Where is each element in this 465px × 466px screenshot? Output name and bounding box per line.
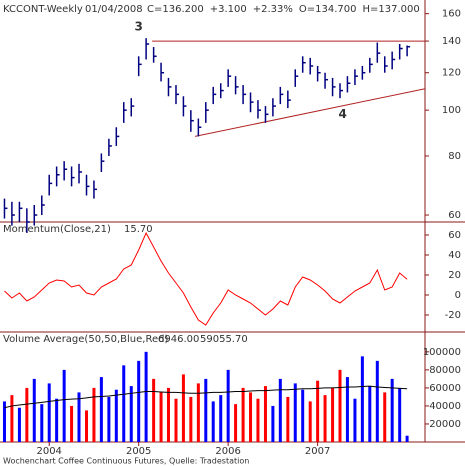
volume-bar <box>25 387 29 442</box>
volume-bar <box>353 398 357 442</box>
volume-bar <box>77 392 81 442</box>
volume-bar <box>144 351 148 442</box>
panel-title: Momentum(Close,21) <box>3 224 111 235</box>
header-stat: +3.100 <box>210 4 247 15</box>
volume-bar <box>166 387 170 442</box>
volume-bar <box>234 404 238 442</box>
header-stat: +2.33% <box>253 4 293 15</box>
volume-bar <box>256 398 260 442</box>
volume-bar <box>316 380 320 442</box>
volume-bar <box>47 383 51 442</box>
volume-bar <box>368 386 372 442</box>
x-tick-label: 2007 <box>305 446 330 457</box>
volume-bar <box>62 369 66 442</box>
volume-bar <box>345 377 349 442</box>
y-tick-label: 60 <box>448 210 461 221</box>
x-tick-label: 2006 <box>215 446 240 457</box>
volume-bar <box>286 396 290 442</box>
annotation: 3 <box>135 19 143 33</box>
volume-bar <box>293 383 297 442</box>
y-tick-label: 120 <box>442 68 461 79</box>
y-tick-label: 100000 <box>423 347 461 358</box>
volume-bar <box>159 392 163 442</box>
y-tick-label: 0 <box>455 290 461 301</box>
header-stat: C=136.200 <box>147 4 204 15</box>
header-stat: O=134.700 <box>299 4 357 15</box>
volume-bar <box>204 378 208 442</box>
y-tick-label: 40 <box>448 250 461 261</box>
momentum-line <box>4 231 408 326</box>
volume-bar <box>2 401 6 442</box>
volume-bar <box>174 398 178 442</box>
volume-bar <box>129 386 133 442</box>
volume-bar <box>405 435 409 442</box>
footer: Wochenchart Coffee Continuous Futures, Q… <box>3 457 249 466</box>
y-tick-label: 160 <box>442 9 461 20</box>
volume-bar <box>85 410 89 442</box>
volume-bar <box>40 404 44 442</box>
y-tick-label: 80 <box>448 151 461 162</box>
volume-bar <box>219 395 223 442</box>
volume-bar <box>331 387 335 442</box>
chart-title: KCCONT-Weekly <box>3 4 83 15</box>
volume-bar <box>338 369 342 442</box>
volume-bar <box>383 392 387 442</box>
volume-bar <box>375 360 379 442</box>
y-tick-label: 80000 <box>429 365 461 376</box>
volume-bar <box>10 395 14 442</box>
y-tick-label: 20 <box>448 270 461 281</box>
panel-value: 6946.00 <box>158 334 199 345</box>
y-tick-label: 60 <box>448 230 461 241</box>
y-tick-label: 60000 <box>429 383 461 394</box>
volume-bar <box>226 369 230 442</box>
volume-bar <box>70 405 74 442</box>
volume-bar <box>152 378 156 442</box>
x-tick-label: 2004 <box>36 446 61 457</box>
volume-bar <box>271 405 275 442</box>
volume-bar <box>241 387 245 442</box>
volume-bar <box>211 401 215 442</box>
volume-bar <box>122 365 126 442</box>
header-stat: H=137.000 <box>363 4 420 15</box>
annotation: 4 <box>339 107 347 121</box>
panel-title: Volume Average(50,50,Blue,Red) <box>3 334 168 345</box>
volume-bar <box>92 387 96 442</box>
y-tick-label: -20 <box>445 310 461 321</box>
volume-bar <box>263 386 267 442</box>
volume-bar <box>278 378 282 442</box>
volume-bar <box>196 383 200 442</box>
volume-bar <box>99 377 103 442</box>
trend-line <box>194 88 426 137</box>
y-tick-label: 20000 <box>429 419 461 430</box>
volume-bar <box>301 389 305 442</box>
x-tick-label: 2005 <box>126 446 151 457</box>
volume-bar <box>17 407 21 442</box>
volume-bar <box>114 389 118 442</box>
volume-bar <box>308 401 312 442</box>
volume-bar <box>360 356 364 442</box>
volume-bar <box>323 395 327 442</box>
volume-bar <box>398 387 402 442</box>
volume-average <box>4 385 408 409</box>
y-tick-label: 40000 <box>429 401 461 412</box>
date: 01/04/2008 <box>85 4 143 15</box>
panel-value: 59055.70 <box>200 334 248 345</box>
panel-value: 15.70 <box>124 224 153 235</box>
volume-bar <box>137 360 141 442</box>
y-tick-label: 100 <box>442 105 461 116</box>
volume-bar <box>55 398 59 442</box>
volume-bar <box>181 374 185 442</box>
y-tick-label: 140 <box>442 36 461 47</box>
volume-bar <box>189 396 193 442</box>
volume-bar <box>32 378 36 442</box>
volume-bar <box>390 378 394 442</box>
volume-bar <box>249 392 253 442</box>
volume-bar <box>107 396 111 442</box>
